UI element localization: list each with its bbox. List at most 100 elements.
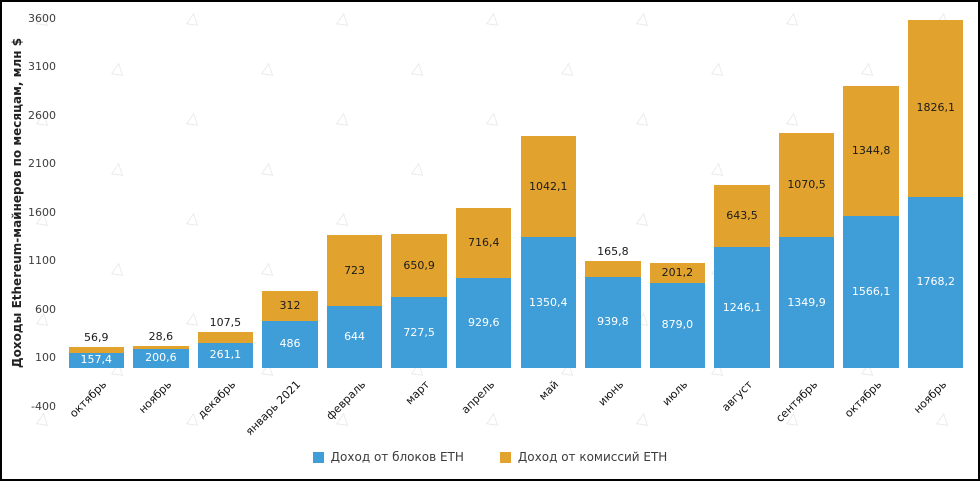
bar-segment-blocks [649, 282, 706, 368]
value-label-fees: 1826,1 [916, 101, 955, 115]
bar-segment-fees [649, 263, 706, 283]
value-label-blocks: 157,4 [80, 353, 113, 367]
y-tick-label: 3600 [28, 12, 56, 25]
y-tick-label: 1100 [28, 254, 56, 268]
value-label-blocks: 1768,2 [916, 275, 955, 289]
y-tick-label: -400 [31, 399, 56, 413]
value-label-fees: 56,9 [84, 331, 109, 345]
value-label-blocks: 879,0 [661, 318, 694, 332]
value-label-fees: 312 [279, 298, 301, 312]
bar-segment-fees [843, 85, 899, 217]
watermark-icon: △ [110, 57, 126, 78]
watermark-icon: △ [110, 257, 126, 278]
value-label-fees: 650,9 [403, 258, 435, 272]
watermark-icon: △ [785, 107, 801, 128]
watermark-icon: △ [635, 107, 651, 128]
value-label-blocks: 1350,4 [529, 295, 568, 309]
value-label-blocks: 1349,9 [787, 295, 826, 309]
chart-legend: Доход от блоков ETH Доход от комиссий ET… [2, 450, 978, 464]
watermark-icon: △ [410, 157, 426, 178]
legend-swatch-fees-icon [499, 451, 511, 463]
value-label-blocks: 486 [279, 337, 301, 351]
watermark-icon: △ [710, 57, 726, 78]
value-label-fees: 1070,5 [787, 178, 826, 192]
watermark-icon: △ [185, 107, 201, 128]
value-label-blocks: 200,6 [145, 351, 177, 365]
bar-segment-fees [262, 290, 318, 321]
watermark-icon: △ [335, 7, 351, 28]
legend-swatch-blocks-icon [312, 451, 324, 463]
watermark-icon: △ [935, 407, 951, 428]
watermark-icon: △ [635, 207, 651, 228]
bar-segment-blocks [391, 297, 447, 368]
y-tick-label: 2600 [28, 108, 56, 122]
bar-segment-blocks [326, 305, 383, 368]
value-label-fees: 201,2 [661, 266, 694, 280]
watermark-icon: △ [260, 257, 276, 278]
y-tick-label: 100 [35, 351, 56, 365]
watermark-icon: △ [860, 57, 876, 78]
bar-segment-fees [197, 332, 254, 343]
watermark-icon: △ [185, 207, 201, 228]
value-label-fees: 28,6 [148, 329, 174, 343]
value-label-blocks: 939,8 [597, 315, 629, 329]
bar-segment-blocks [262, 320, 318, 368]
bar-segment-blocks [714, 247, 770, 368]
legend-label-blocks: Доход от блоков ETH [330, 450, 464, 464]
legend-label-fees: Доход от комиссий ETH [517, 450, 668, 464]
value-label-blocks: 727,5 [403, 325, 435, 339]
value-label-blocks: 929,6 [467, 315, 500, 329]
value-label-blocks: 1566,1 [851, 285, 891, 299]
bar-segment-fees [455, 208, 512, 278]
watermark-icon: △ [335, 107, 351, 128]
bar-segment-blocks [197, 342, 254, 368]
legend-item-blocks: Доход от блоков ETH [312, 450, 464, 464]
value-label-blocks: 644 [344, 329, 366, 343]
value-label-blocks: 1246,1 [722, 300, 762, 314]
watermark-icon: △ [485, 7, 501, 28]
value-label-fees: 165,8 [597, 244, 629, 258]
bar-segment-blocks [455, 277, 512, 368]
bar-segment-fees [778, 133, 835, 238]
y-tick-label: 2100 [28, 157, 56, 171]
value-label-blocks: 261,1 [209, 348, 242, 362]
watermark-icon: △ [710, 157, 726, 178]
watermark-icon: △ [485, 107, 501, 128]
legend-item-fees: Доход от комиссий ETH [499, 450, 668, 464]
watermark-icon: △ [560, 57, 576, 78]
watermark-icon: △ [185, 7, 201, 28]
watermark-icon: △ [785, 7, 801, 28]
y-tick-label: 3100 [28, 60, 56, 74]
y-tick-label: 600 [35, 302, 56, 316]
value-label-fees: 723 [344, 263, 366, 277]
bar-segment-blocks [520, 237, 577, 368]
bar-segment-fees [907, 19, 964, 197]
watermark-icon: △ [260, 157, 276, 178]
bar-segment-blocks [585, 276, 641, 368]
bar-segment-blocks [907, 196, 964, 368]
watermark-icon: △ [335, 207, 351, 228]
value-label-fees: 643,5 [726, 209, 758, 222]
watermark-icon: △ [485, 407, 501, 428]
watermark-icon: △ [635, 7, 651, 28]
watermark-icon: △ [110, 157, 126, 178]
bar-segment-fees [520, 136, 577, 238]
watermark-icon: △ [260, 57, 276, 78]
value-label-fees: 107,5 [209, 316, 242, 330]
bar-segment-blocks [778, 237, 835, 368]
bar-segment-fees [68, 347, 125, 353]
y-tick-label: 1600 [28, 205, 56, 219]
value-label-fees: 1344,8 [851, 143, 891, 157]
bar-segment-blocks [68, 352, 125, 368]
bar-segment-blocks [843, 216, 899, 368]
bar-segment-fees [714, 184, 770, 248]
bar-segment-fees [326, 235, 383, 306]
bar-segment-fees [391, 234, 447, 298]
value-label-fees: 1042,1 [529, 179, 568, 193]
value-label-fees: 716,4 [467, 236, 500, 250]
bar-segment-blocks [133, 348, 189, 368]
bar-segment-fees [133, 345, 189, 349]
watermark-icon: △ [410, 57, 426, 78]
